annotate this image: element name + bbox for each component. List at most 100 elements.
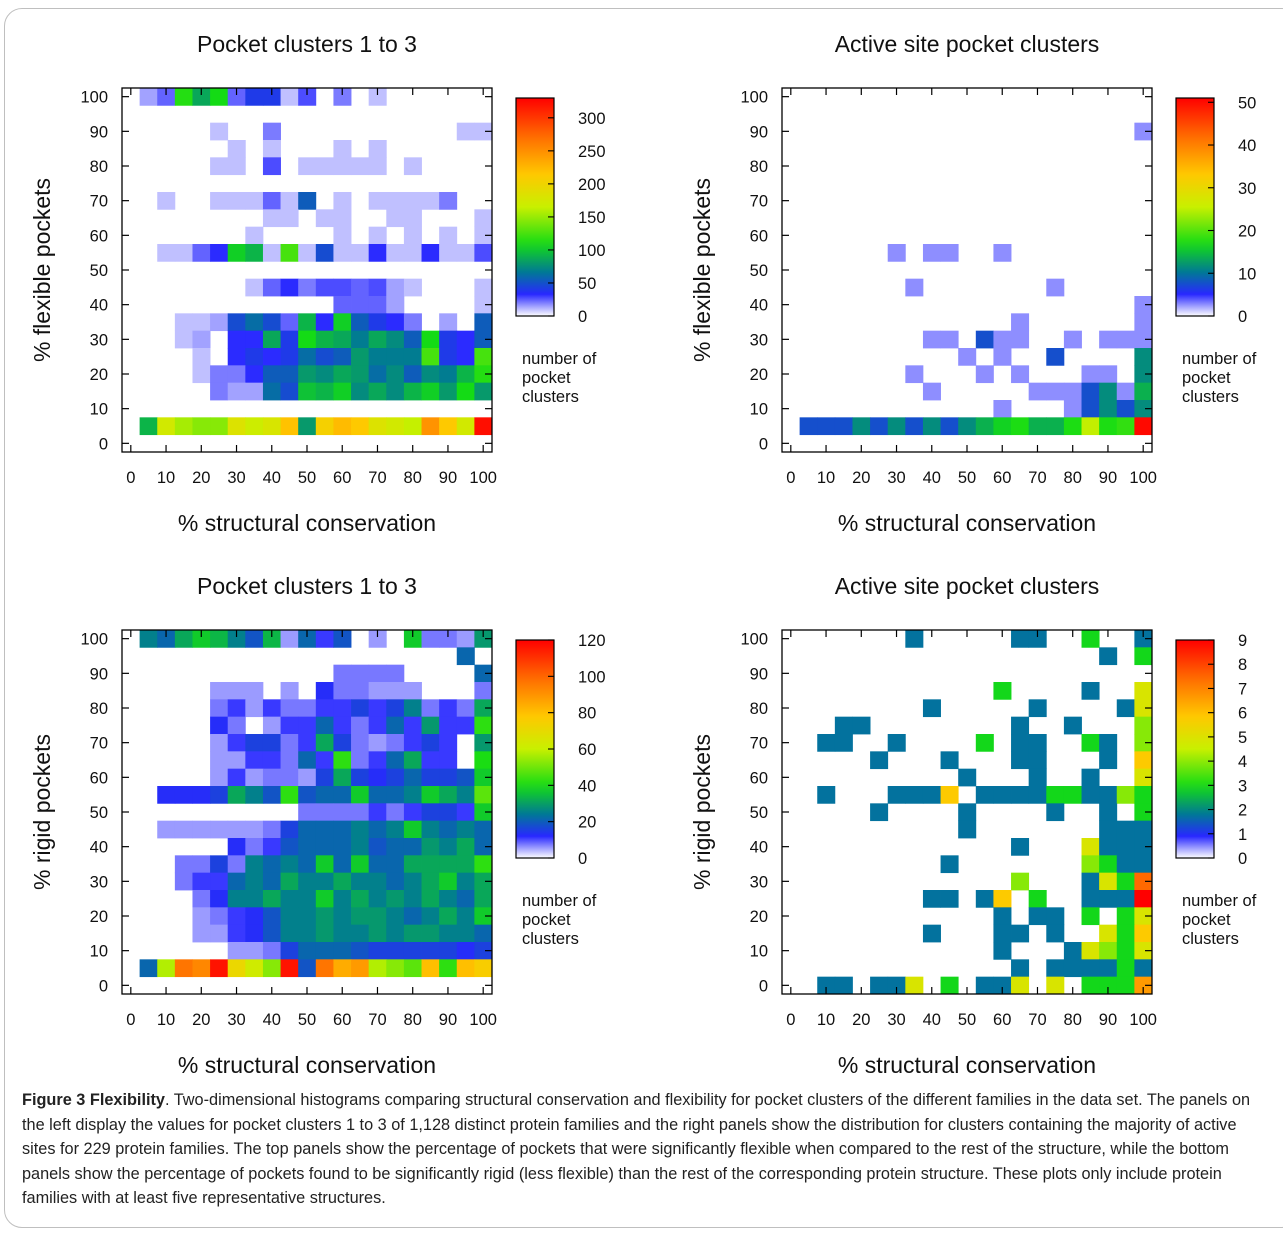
heatmap-cell — [262, 122, 281, 141]
heatmap-cell — [456, 907, 475, 926]
heatmap-cell — [1063, 786, 1082, 804]
heatmap-cell — [474, 365, 493, 384]
heatmap-cell — [975, 365, 994, 384]
heatmap-cell — [1116, 976, 1135, 995]
heatmap-svg: Pocket clusters 1 to 3 0 10 20 30 40 50 60 70 80 9… — [29, 573, 606, 1078]
heatmap-cell — [298, 924, 317, 943]
heatmap-cell — [333, 278, 352, 297]
heatmap-cell — [351, 786, 370, 804]
heatmap-cell — [439, 226, 458, 245]
heatmap-cell — [1099, 820, 1118, 839]
heatmap-cell — [1134, 682, 1153, 700]
heatmap-cell — [1081, 682, 1100, 700]
chart-title: Active site pocket clusters — [835, 31, 1100, 57]
chart-title: Pocket clusters 1 to 3 — [197, 573, 417, 599]
heatmap-cell — [333, 664, 352, 683]
heatmap-cell — [456, 768, 475, 787]
heatmap-cell — [333, 872, 352, 891]
heatmap-cell — [333, 855, 352, 874]
y-tick-label: 90 — [750, 665, 768, 683]
heatmap-cell — [456, 417, 475, 436]
colorbar — [1175, 639, 1215, 859]
heatmap-cell — [315, 209, 334, 228]
colorbar-tick-label: 10 — [1238, 265, 1256, 283]
heatmap-cell — [386, 313, 405, 332]
heatmap-cell — [1099, 803, 1118, 822]
heatmap-cell — [1028, 890, 1047, 908]
heatmap-cell — [245, 838, 264, 856]
heatmap-cell — [227, 365, 246, 384]
heatmap-cell — [958, 803, 977, 822]
heatmap-cell — [333, 296, 352, 314]
heatmap-cell — [139, 417, 158, 436]
colorbar — [515, 97, 555, 317]
heatmap-cell — [262, 734, 281, 752]
heatmap-cell — [1028, 768, 1047, 787]
heatmap-cell — [386, 768, 405, 787]
heatmap-cell — [1099, 890, 1118, 908]
heatmap-cell — [192, 348, 211, 366]
y-tick-label: 70 — [750, 193, 768, 211]
heatmap-cell — [227, 820, 246, 839]
heatmap-cell — [386, 716, 405, 735]
heatmap-cell — [993, 942, 1012, 960]
heatmap-cell — [439, 838, 458, 856]
heatmap-panel-bottom-right: Active site pocket clusters 0 10 20 30 40 50 60… — [660, 562, 1280, 1102]
heatmap-cell — [439, 959, 458, 978]
heatmap-cell — [245, 959, 264, 978]
heatmap-cell — [210, 768, 229, 787]
x-tick-label: 60 — [993, 469, 1011, 487]
heatmap-cell — [227, 872, 246, 891]
heatmap-cell — [280, 278, 299, 297]
x-tick-label: 70 — [368, 469, 386, 487]
x-tick-label: 30 — [227, 469, 245, 487]
heatmap-cell — [474, 296, 493, 314]
x-tick-label: 50 — [298, 469, 316, 487]
y-axis-label: % flexible pockets — [29, 178, 55, 362]
heatmap-cell — [280, 88, 299, 106]
heatmap-cell — [280, 768, 299, 787]
heatmap-cell — [922, 890, 941, 908]
heatmap-cell — [262, 924, 281, 943]
heatmap-cell — [210, 959, 229, 978]
x-tick-label: 100 — [469, 1011, 497, 1029]
heatmap-cell — [262, 872, 281, 891]
heatmap-cell — [227, 751, 246, 770]
heatmap-cell — [474, 348, 493, 366]
heatmap-cell — [245, 890, 264, 908]
heatmap-cell — [351, 872, 370, 891]
heatmap-cell — [298, 768, 317, 787]
heatmap-cell — [940, 417, 959, 436]
heatmap-cell — [403, 630, 422, 648]
heatmap-cell — [192, 924, 211, 943]
heatmap-cell — [474, 820, 493, 839]
heatmap-cell — [421, 751, 440, 770]
heatmap-cell — [421, 768, 440, 787]
x-tick-label: 100 — [1129, 1011, 1157, 1029]
heatmap-cell — [368, 751, 387, 770]
heatmap-cell — [315, 855, 334, 874]
heatmap-cell — [210, 192, 229, 210]
heatmap-cell — [174, 330, 193, 349]
heatmap-cell — [403, 751, 422, 770]
heatmap-cell — [333, 820, 352, 839]
heatmap-cell — [439, 924, 458, 943]
heatmap-cell — [993, 348, 1012, 366]
heatmap-cell — [298, 278, 317, 297]
heatmap-cell — [975, 734, 994, 752]
heatmap-cell — [1116, 872, 1135, 891]
heatmap-cell — [975, 417, 994, 436]
heatmap-cell — [298, 959, 317, 978]
heatmap-cell — [386, 734, 405, 752]
colorbar-tick-label: 0 — [578, 308, 587, 326]
heatmap-cell — [262, 88, 281, 106]
heatmap-cell — [368, 417, 387, 436]
colorbar-tick-label: 30 — [1238, 180, 1256, 198]
heatmap-cell — [298, 890, 317, 908]
heatmap-cell — [456, 716, 475, 735]
heatmap-cell — [368, 890, 387, 908]
heatmap-cell — [1046, 382, 1065, 401]
heatmap-cell — [227, 417, 246, 436]
heatmap-cell — [368, 296, 387, 314]
heatmap-cell — [1081, 838, 1100, 856]
